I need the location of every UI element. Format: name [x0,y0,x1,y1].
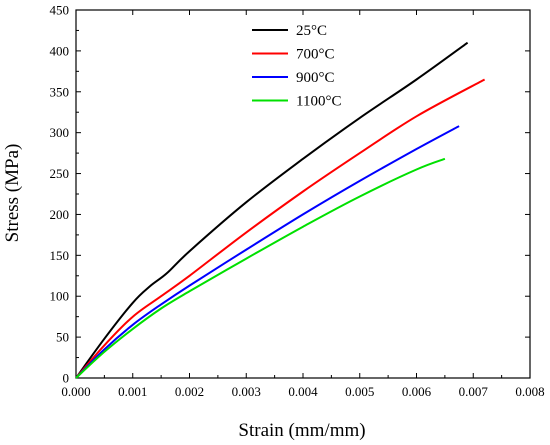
series-line [75,157,446,379]
x-tick-label: 0.002 [175,384,204,399]
y-axis-ticks: 0 50 100 150 200 250 300 350 400 450 [50,3,530,386]
y-tick-label: 50 [56,330,69,345]
y-tick-label: 200 [50,207,70,222]
x-tick-label: 0.003 [232,384,261,399]
y-tick-label: 250 [50,166,70,181]
y-tick-label: 300 [50,125,70,140]
x-tick-label: 0.001 [118,384,147,399]
plot-frame [75,9,531,379]
y-axis-title: Stress (MPa) [2,144,23,243]
y-tick-label: 100 [50,289,70,304]
x-axis-title: Strain (mm/mm) [238,420,365,441]
y-tick-label: 0 [63,371,70,386]
x-tick-label: 0.000 [61,384,90,399]
series-lines [75,41,486,379]
y-tick-label: 150 [50,248,70,263]
plot-area-border [75,9,531,379]
legend-label: 900°C [296,70,335,86]
x-tick-label: 0.006 [402,384,432,399]
legend: 25°C 700°C 900°C 1100°C [252,23,341,110]
legend-label: 1100°C [296,94,341,110]
x-tick-label: 0.004 [288,384,318,399]
x-axis-ticks: 0.000 0.001 0.002 0.003 0.004 0.005 0.006 0.007… [61,10,545,399]
series-line [75,125,460,379]
series-line [75,41,469,379]
y-tick-label: 400 [50,43,70,58]
x-tick-label: 0.008 [515,384,544,399]
x-tick-label: 0.007 [459,384,489,399]
x-tick-label: 0.005 [345,384,374,399]
series-line [75,78,486,379]
y-tick-label: 450 [50,3,70,18]
legend-label: 700°C [296,47,335,63]
y-tick-label: 350 [50,84,70,99]
legend-label: 25°C [296,23,327,39]
